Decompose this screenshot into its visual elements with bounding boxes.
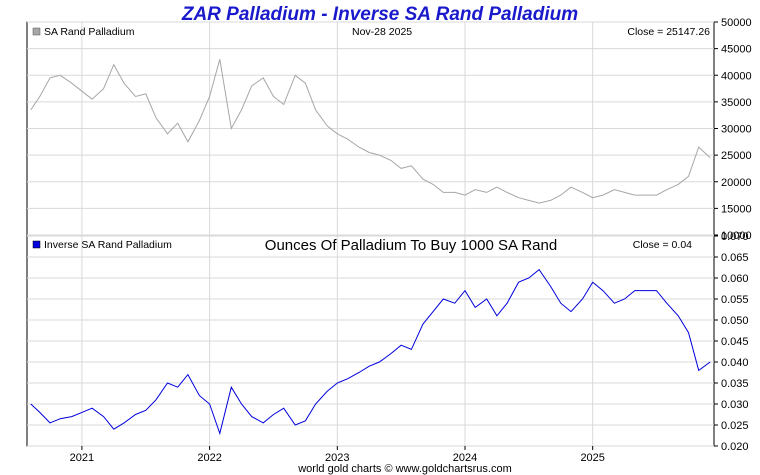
bottom-y-tick-label: 0.065 (721, 252, 749, 264)
x-tick-label: 2024 (453, 452, 477, 464)
top-legend-label: SA Rand Palladium (44, 26, 135, 38)
bottom-y-axis-ticks: 0.020 0.025 0.030 0.035 0.040 0.045 0.050 0.055… (714, 231, 749, 453)
bottom-close-label: Close = 0.04 (633, 239, 692, 251)
top-legend-swatch (32, 27, 41, 36)
x-tick-label: 2023 (325, 452, 349, 464)
bottom-y-tick-label: 0.050 (721, 315, 749, 327)
top-y-tick-label: 35000 (721, 97, 752, 109)
bottom-legend-swatch (32, 240, 41, 249)
x-tick-label: 2021 (70, 452, 94, 464)
top-y-tick-label: 30000 (721, 124, 752, 136)
bottom-y-tick-label: 0.070 (721, 231, 749, 243)
sa-rand-palladium-series (30, 59, 711, 204)
bottom-panel-title: Ounces Of Palladium To Buy 1000 SA Rand (265, 237, 557, 254)
chart-title: ZAR Palladium - Inverse SA Rand Palladiu… (181, 4, 578, 25)
bottom-y-tick-label: 0.020 (721, 441, 749, 453)
inverse-sa-rand-palladium-series (30, 268, 711, 436)
top-y-tick-label: 25000 (721, 150, 752, 162)
top-y-tick-label: 20000 (721, 177, 752, 189)
top-y-tick-label: 45000 (721, 44, 752, 56)
top-y-tick-label: 50000 (721, 17, 752, 29)
top-y-tick-label: 15000 (721, 203, 752, 215)
top-y-tick-label: 40000 (721, 70, 752, 82)
bottom-y-tick-label: 0.040 (721, 357, 749, 369)
bottom-legend-label: Inverse SA Rand Palladium (44, 239, 172, 251)
bottom-y-tick-label: 0.025 (721, 420, 749, 432)
top-close-label: Close = 25147.26 (627, 26, 710, 38)
bottom-y-tick-label: 0.035 (721, 378, 749, 390)
top-y-tick-label: 10000 (721, 230, 752, 242)
bottom-y-tick-label: 0.060 (721, 273, 749, 285)
x-axis-ticks: 2021 2022 2023 2024 2025 (70, 446, 605, 464)
bottom-y-tick-label: 0.045 (721, 336, 749, 348)
top-y-axis-ticks: 10000 15000 20000 25000 30000 35000 40000 45000… (714, 17, 752, 242)
bottom-y-tick-label: 0.055 (721, 294, 749, 306)
bottom-y-tick-label: 0.030 (721, 399, 749, 411)
x-tick-label: 2025 (580, 452, 604, 464)
bottom-panel-grid (27, 235, 714, 447)
footer-credit: world gold charts © www.goldchartsrus.co… (297, 463, 512, 475)
x-tick-label: 2022 (197, 452, 221, 464)
top-date-label: Nov-28 2025 (352, 26, 412, 38)
top-panel-grid (27, 21, 714, 236)
